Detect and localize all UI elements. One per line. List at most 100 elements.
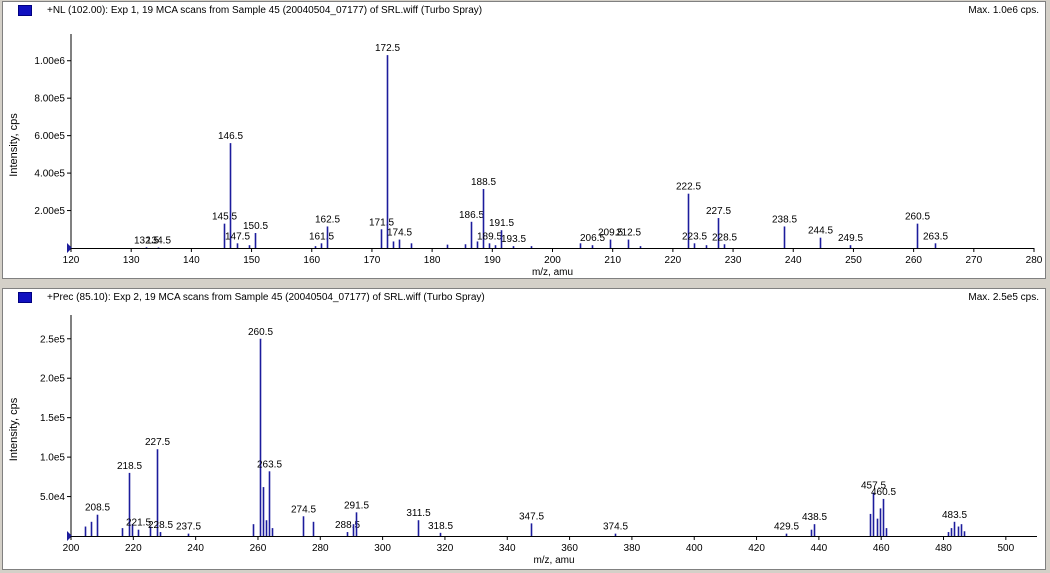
x-tick-label: 300 [374, 543, 391, 554]
x-tick-label: 210 [604, 255, 621, 266]
x-tick-label: 280 [312, 543, 329, 554]
x-tick-label: 340 [499, 543, 516, 554]
x-tick-label: 500 [997, 543, 1014, 554]
x-tick-label: 220 [665, 255, 682, 266]
y-tick-label: 2.5e5 [40, 334, 65, 345]
peak-label: 438.5 [802, 512, 827, 523]
peak-label: 223.5 [682, 231, 707, 242]
peak-label: 311.5 [406, 508, 431, 519]
x-tick-label: 120 [63, 255, 80, 266]
x-tick-label: 240 [785, 255, 802, 266]
y-tick-label: 1.00e6 [34, 56, 65, 67]
peak-label: 483.5 [942, 510, 967, 521]
peak-label: 208.5 [85, 503, 110, 514]
peak-label: 347.5 [519, 511, 544, 522]
peak-label: 212.5 [616, 228, 641, 239]
y-tick-label: 2.0e5 [40, 374, 65, 385]
peak-label: 171.5 [369, 217, 394, 228]
peak-label: 374.5 [603, 522, 628, 533]
x-tick-label: 200 [63, 543, 80, 554]
spectrum-panel-nl: +NL (102.00): Exp 1, 19 MCA scans from S… [2, 1, 1046, 279]
peak-label: 318.5 [428, 521, 453, 532]
peak-label: 222.5 [676, 182, 701, 193]
peak-label: 162.5 [315, 214, 340, 225]
x-tick-label: 260 [250, 543, 267, 554]
peak-label: 228.5 [148, 520, 173, 531]
peak-label: 274.5 [291, 504, 316, 515]
max-intensity-label: Max. 2.5e5 cps. [968, 292, 1039, 303]
baseline-marker-icon [67, 531, 72, 541]
trace-color-icon[interactable] [18, 292, 32, 303]
max-intensity-label: Max. 1.0e6 cps. [968, 5, 1039, 16]
peak-label: 263.5 [923, 231, 948, 242]
y-tick-label: 2.00e5 [34, 206, 65, 217]
panel-header: +Prec (85.10): Exp 2, 19 MCA scans from … [3, 289, 1045, 307]
peak-label: 260.5 [905, 212, 930, 223]
panel-title: +NL (102.00): Exp 1, 19 MCA scans from S… [47, 5, 483, 16]
peak-label: 206.5 [580, 233, 605, 244]
x-axis-title: m/z, amu [532, 267, 573, 278]
peak-label: 260.5 [248, 327, 273, 338]
peak-label: 150.5 [243, 221, 268, 232]
x-tick-label: 180 [424, 255, 441, 266]
peak-label: 288.5 [335, 520, 360, 531]
peak-label: 460.5 [871, 487, 896, 498]
trace-color-icon[interactable] [18, 5, 32, 16]
spectrum-plot-nl[interactable]: 120 130 140 150 160 170 180 190 200 210 220 230 240 2… [3, 2, 1045, 278]
y-axis-title: Intensity, cps [8, 397, 20, 461]
y-tick-label: 6.00e5 [34, 131, 65, 142]
peak-label: 191.5 [489, 218, 514, 229]
peak-label: 227.5 [706, 206, 731, 217]
peak-label: 218.5 [117, 461, 142, 472]
peak-label: 263.5 [257, 459, 282, 470]
y-axis-title: Intensity, cps [8, 113, 20, 177]
panel-title: +Prec (85.10): Exp 2, 19 MCA scans from … [47, 292, 485, 303]
x-tick-label: 270 [965, 255, 982, 266]
peak-label: 193.5 [501, 234, 526, 245]
peak-label: 228.5 [712, 232, 737, 243]
peak-label: 186.5 [459, 210, 484, 221]
spectrum-panel-prec: +Prec (85.10): Exp 2, 19 MCA scans from … [2, 288, 1046, 570]
x-tick-label: 380 [624, 543, 641, 554]
x-tick-label: 240 [187, 543, 204, 554]
peak-label: 132.5 [134, 235, 159, 246]
x-axis-title: m/z, amu [533, 555, 574, 566]
peak-label: 145.5 [212, 212, 237, 223]
x-tick-label: 170 [364, 255, 381, 266]
x-tick-label: 400 [686, 543, 703, 554]
x-tick-label: 440 [811, 543, 828, 554]
y-tick-label: 8.00e5 [34, 94, 65, 105]
y-tick-label: 4.00e5 [34, 169, 65, 180]
peak-label: 188.5 [471, 177, 496, 188]
peak-label: 189.5 [477, 231, 502, 242]
x-tick-label: 140 [183, 255, 200, 266]
x-tick-label: 360 [561, 543, 578, 554]
peak-label: 291.5 [344, 500, 369, 511]
peak-label: 429.5 [774, 522, 799, 533]
y-tick-label: 5.0e4 [40, 492, 65, 503]
y-tick-label: 1.0e5 [40, 453, 65, 464]
x-tick-label: 150 [243, 255, 260, 266]
spectrum-plot-prec[interactable]: 200 220 240 260 280 300 320 340 360 380 400 420 440 4… [3, 289, 1045, 569]
peak-label: 249.5 [838, 233, 863, 244]
peak-label: 174.5 [387, 228, 412, 239]
x-tick-label: 280 [1026, 255, 1043, 266]
y-tick-label: 1.5e5 [40, 413, 65, 424]
x-tick-label: 230 [725, 255, 742, 266]
peak-label: 244.5 [808, 226, 833, 237]
x-tick-label: 320 [437, 543, 454, 554]
peak-label: 209.5 [598, 228, 623, 239]
peak-label: 457.5 [861, 481, 886, 492]
x-tick-label: 420 [748, 543, 765, 554]
peak-label: 237.5 [176, 522, 201, 533]
x-tick-label: 460 [873, 543, 890, 554]
x-tick-label: 260 [905, 255, 922, 266]
x-tick-label: 130 [123, 255, 140, 266]
x-tick-label: 220 [125, 543, 142, 554]
peak-label: 146.5 [218, 131, 243, 142]
x-tick-label: 190 [484, 255, 501, 266]
peak-label: 238.5 [772, 214, 797, 225]
x-tick-label: 160 [303, 255, 320, 266]
peak-label: 134.5 [146, 235, 171, 246]
panel-header: +NL (102.00): Exp 1, 19 MCA scans from S… [3, 2, 1045, 20]
